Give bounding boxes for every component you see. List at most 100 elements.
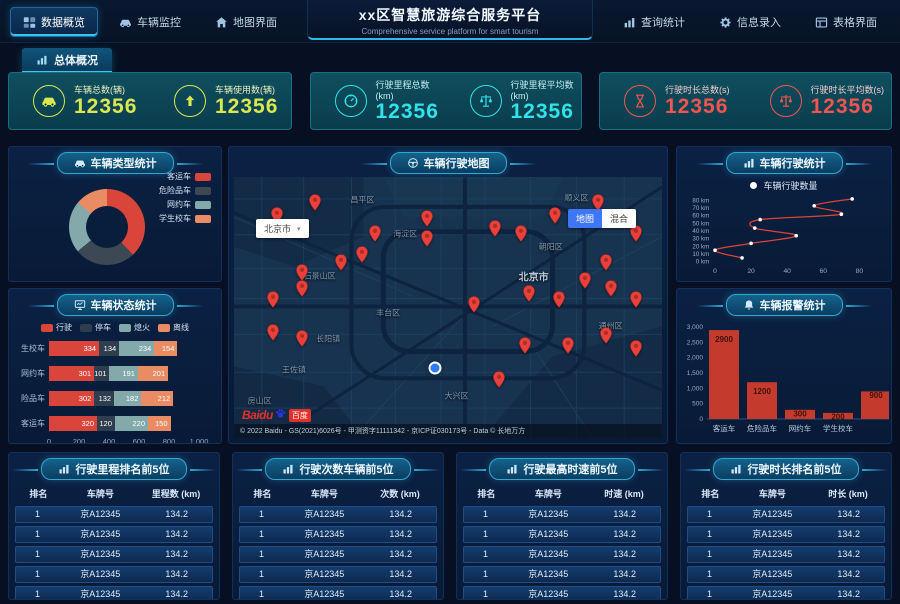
map-marker-icon[interactable] bbox=[309, 194, 322, 211]
nav-tab[interactable]: 车辆监控 bbox=[106, 7, 194, 37]
table-cell: 京A12345 bbox=[80, 589, 121, 599]
bar-segment[interactable]: 134 bbox=[99, 341, 120, 356]
map-marker-icon[interactable] bbox=[493, 371, 506, 389]
bars-icon bbox=[623, 16, 636, 29]
map-marker-icon[interactable] bbox=[561, 337, 574, 355]
nav-tab[interactable]: 查询统计 bbox=[610, 7, 698, 37]
table-cell: 134.2 bbox=[837, 569, 860, 579]
map-marker-icon[interactable] bbox=[578, 272, 591, 290]
map-marker-icon[interactable] bbox=[296, 280, 309, 297]
map-marker-icon[interactable] bbox=[420, 230, 433, 248]
map-marker-icon[interactable] bbox=[420, 209, 433, 227]
stat-value: 12356 bbox=[215, 95, 279, 119]
map-city-selector[interactable]: 北京市 ▾ bbox=[256, 219, 309, 238]
map-marker-icon[interactable] bbox=[489, 220, 502, 237]
bar-segment[interactable]: 120 bbox=[97, 416, 115, 431]
nav-tab[interactable]: 表格界面 bbox=[802, 7, 890, 37]
bar-segment[interactable]: 154 bbox=[154, 341, 178, 356]
map-marker-icon[interactable] bbox=[523, 285, 536, 303]
balance-icon bbox=[469, 84, 502, 117]
table-cell: 1 bbox=[483, 569, 489, 579]
bar-segment[interactable]: 132 bbox=[94, 391, 115, 406]
map-layer-button[interactable]: 混合 bbox=[601, 209, 636, 228]
table-cell: 1 bbox=[483, 549, 489, 559]
map-marker-icon[interactable] bbox=[600, 254, 613, 271]
x-axis-tick: 800 bbox=[162, 437, 176, 444]
legend-item[interactable]: 网约车 bbox=[159, 199, 211, 210]
legend-item[interactable]: 危险品车 bbox=[159, 185, 211, 196]
legend-swatch bbox=[195, 214, 211, 223]
bar-segment[interactable]: 101 bbox=[94, 366, 110, 381]
bar-segment[interactable]: 201 bbox=[137, 366, 169, 381]
map-marker-icon[interactable] bbox=[266, 324, 279, 342]
vehicle-driving-line-chart: 0 km 10 km 20 km 30 km 40 km 50 km 60 km 70 km 8… bbox=[681, 187, 889, 279]
map-canvas[interactable]: 北京市 ▾ 地图 混合 Baidu 百度 © 2022 Baidu - GS(20… bbox=[234, 177, 662, 438]
car-icon bbox=[119, 16, 132, 29]
map-marker-icon[interactable] bbox=[553, 290, 566, 308]
driving-legend[interactable]: 车辆行驶数量 bbox=[677, 179, 891, 192]
table-cell: 京A12345 bbox=[528, 589, 569, 599]
panel-title: 车辆状态统计 bbox=[90, 300, 157, 312]
map-marker-icon[interactable] bbox=[266, 290, 279, 308]
bar-segment[interactable]: 191 bbox=[109, 366, 138, 381]
svg-text:80: 80 bbox=[856, 268, 864, 275]
overview-section-tab[interactable]: 总体概况 bbox=[22, 48, 112, 73]
map-marker-icon[interactable] bbox=[335, 254, 348, 271]
table-cell: 京A12345 bbox=[752, 529, 793, 539]
bar-segment[interactable]: 301 bbox=[49, 366, 95, 381]
bar-segment[interactable]: 302 bbox=[49, 391, 95, 406]
legend-item[interactable]: 离线 bbox=[158, 322, 189, 333]
column-header: 排名 bbox=[253, 489, 272, 499]
bar-segment[interactable]: 220 bbox=[115, 416, 148, 431]
stat-item: 行驶时长平均数(s) 12356 bbox=[746, 83, 892, 118]
map-marker-icon[interactable] bbox=[369, 225, 382, 243]
bar-segment[interactable]: 320 bbox=[49, 416, 97, 431]
panel-title: 车辆报警统计 bbox=[759, 300, 826, 312]
legend-item[interactable]: 客运车 bbox=[159, 171, 211, 182]
map-marker-icon[interactable] bbox=[600, 327, 613, 344]
bar-segment[interactable]: 234 bbox=[119, 341, 155, 356]
map-marker-icon[interactable] bbox=[630, 290, 643, 308]
map-marker-icon[interactable] bbox=[296, 329, 309, 347]
map-marker-icon[interactable] bbox=[519, 337, 532, 355]
nav-tab[interactable]: 信息录入 bbox=[706, 7, 794, 37]
table-header-row: 排名 车牌号 时长 (km) bbox=[681, 480, 891, 503]
table-row: 1 京A12345 134.2 bbox=[687, 566, 885, 583]
legend-item[interactable]: 熄火 bbox=[119, 322, 150, 333]
table-cell: 京A12345 bbox=[80, 529, 121, 539]
hourglass-icon bbox=[624, 84, 656, 117]
map-marker-icon[interactable] bbox=[467, 295, 480, 313]
map-marker-icon[interactable] bbox=[591, 194, 604, 211]
svg-text:50 km: 50 km bbox=[692, 220, 709, 227]
bar-segment[interactable]: 182 bbox=[114, 391, 142, 406]
map-marker-icon[interactable] bbox=[514, 225, 527, 243]
map-marker-icon[interactable] bbox=[630, 225, 643, 243]
column-header: 里程数 (km) bbox=[151, 489, 201, 499]
legend-item[interactable]: 行驶 bbox=[41, 322, 72, 333]
stat-label: 行驶里程总数(km) bbox=[375, 80, 430, 102]
legend-item[interactable]: 停车 bbox=[80, 322, 111, 333]
stat-value: 12356 bbox=[810, 95, 874, 119]
map-marker-icon[interactable] bbox=[549, 207, 562, 224]
map-marker-icon[interactable] bbox=[356, 246, 369, 263]
panel-header: 车辆报警统计 bbox=[696, 294, 872, 316]
nav-tab-label: 数据概览 bbox=[41, 17, 85, 29]
bar-segment[interactable]: 150 bbox=[148, 416, 171, 431]
legend-item[interactable]: 学生校车 bbox=[159, 213, 211, 224]
stat-value: 12356 bbox=[375, 100, 439, 124]
legend-dot-icon bbox=[750, 182, 758, 189]
bar-segment[interactable]: 334 bbox=[49, 341, 100, 356]
nav-tab[interactable]: 数据概览 bbox=[10, 7, 98, 37]
bar-track: 301 101 191 201 bbox=[49, 366, 169, 381]
table-cell: 京A12345 bbox=[528, 529, 569, 539]
bar-segment[interactable]: 212 bbox=[141, 391, 174, 406]
nav-tab[interactable]: 地图界面 bbox=[202, 7, 290, 37]
map-marker-icon[interactable] bbox=[630, 340, 643, 357]
monitor-icon bbox=[74, 299, 86, 311]
stat-text: 行驶里程总数(km) 12356 bbox=[376, 78, 446, 123]
map-layer-button[interactable]: 地图 bbox=[567, 209, 602, 228]
map-marker-icon[interactable] bbox=[296, 264, 309, 282]
table-row: 1 京A12345 134.2 bbox=[15, 546, 213, 563]
map-marker-icon[interactable] bbox=[604, 280, 617, 297]
baidu-logo-text: Baidu bbox=[242, 408, 273, 422]
